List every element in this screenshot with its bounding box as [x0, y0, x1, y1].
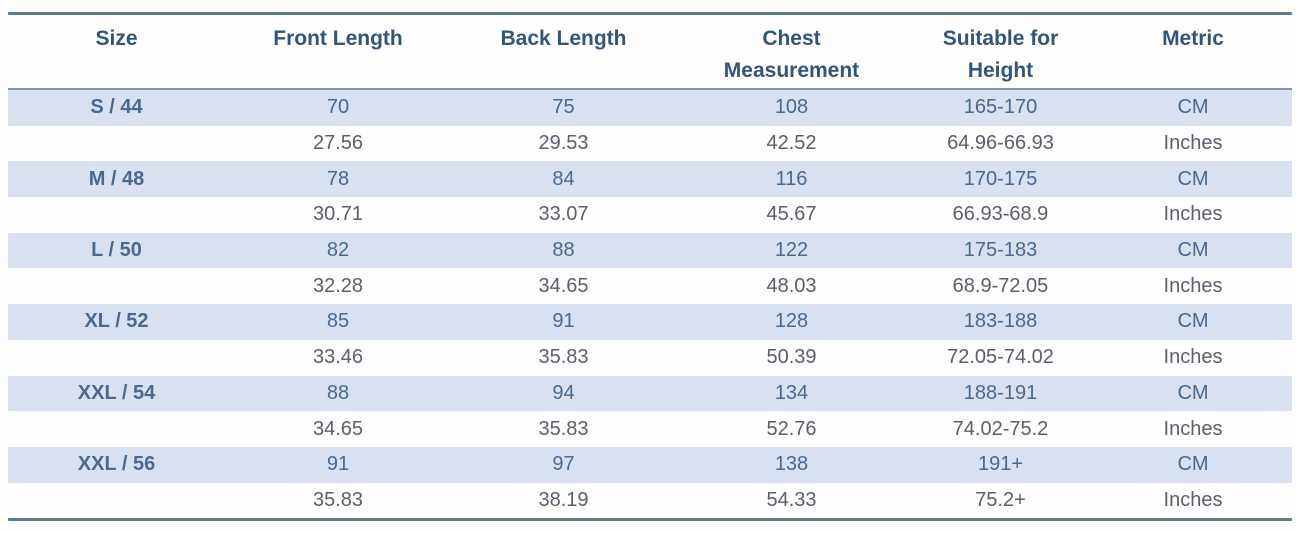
value-cell: 66.93-68.9 — [952, 203, 1049, 226]
metric-cell: CM — [1177, 96, 1209, 119]
value-cell: 27.56 — [312, 132, 364, 155]
size-table: Size Front Length Back Length Chest Meas… — [8, 12, 1292, 522]
value-cell: 128 — [774, 310, 809, 333]
table-row: XXL / 56 91 97 138 191+ CM — [8, 446, 1292, 483]
value-cell: 38.19 — [538, 488, 589, 511]
table-row: 27.56 29.53 42.52 64.96-66.93 Inches — [8, 126, 1292, 162]
value-cell: 33.07 — [538, 203, 589, 226]
table-header-row: Size Front Length Back Length Chest Meas… — [8, 15, 1292, 88]
value-cell: 30.71 — [312, 203, 364, 226]
table-top-rule — [8, 12, 1292, 15]
value-cell: 88 — [552, 239, 575, 262]
metric-cell: Inches — [1163, 488, 1223, 511]
value-cell: 82 — [326, 239, 350, 262]
value-cell: 64.96-66.93 — [947, 132, 1054, 155]
column-header-back-length: Back Length — [500, 27, 627, 50]
value-cell: 75 — [552, 96, 575, 119]
value-cell: 50.39 — [766, 346, 817, 369]
value-cell: 188-191 — [963, 381, 1038, 404]
column-header-suitable-for-height: Suitable for Height — [942, 27, 1059, 82]
value-cell: 108 — [774, 96, 809, 119]
value-cell: 88 — [326, 381, 350, 404]
value-cell: 35.83 — [538, 417, 589, 440]
table-row: 34.65 35.83 52.76 74.02-75.2 Inches — [8, 411, 1292, 447]
value-cell: 170-175 — [963, 167, 1038, 190]
value-cell: 74.02-75.2 — [952, 417, 1049, 440]
value-cell: 42.52 — [766, 132, 817, 155]
column-header-front-length: Front Length — [273, 27, 403, 50]
size-cell: M / 48 — [88, 167, 145, 190]
value-cell: 35.83 — [312, 488, 364, 511]
value-cell: 32.28 — [312, 274, 364, 297]
value-cell: 84 — [552, 167, 575, 190]
value-cell: 34.65 — [538, 274, 589, 297]
value-cell: 85 — [326, 310, 350, 333]
value-cell: 91 — [326, 453, 350, 476]
metric-cell: CM — [1177, 381, 1209, 404]
value-cell: 138 — [774, 453, 809, 476]
size-cell: XXL / 54 — [77, 381, 156, 404]
value-cell: 183-188 — [963, 310, 1038, 333]
value-cell: 35.83 — [538, 346, 589, 369]
table-row: 30.71 33.07 45.67 66.93-68.9 Inches — [8, 197, 1292, 233]
value-cell: 54.33 — [766, 488, 817, 511]
metric-cell: CM — [1177, 239, 1209, 262]
table-row: 35.83 38.19 54.33 75.2+ Inches — [8, 483, 1292, 519]
metric-cell: Inches — [1163, 346, 1223, 369]
metric-cell: CM — [1177, 310, 1209, 333]
column-header-size: Size — [95, 27, 138, 50]
table-row: 33.46 35.83 50.39 72.05-74.02 Inches — [8, 340, 1292, 376]
value-cell: 72.05-74.02 — [947, 346, 1054, 369]
size-cell: L / 50 — [91, 239, 142, 262]
column-header-metric: Metric — [1162, 27, 1224, 50]
value-cell: 78 — [326, 167, 350, 190]
table-row: S / 44 70 75 108 165-170 CM — [8, 90, 1292, 126]
value-cell: 70 — [326, 96, 350, 119]
value-cell: 122 — [774, 239, 809, 262]
value-cell: 134 — [774, 381, 809, 404]
value-cell: 34.65 — [312, 417, 364, 440]
header-divider-rule — [8, 88, 1292, 90]
value-cell: 97 — [552, 453, 575, 476]
value-cell: 116 — [775, 167, 808, 190]
metric-cell: Inches — [1163, 203, 1223, 226]
table-row: L / 50 82 88 122 175-183 CM — [8, 232, 1292, 269]
metric-cell: Inches — [1163, 132, 1223, 155]
size-cell: S / 44 — [90, 96, 143, 119]
metric-cell: Inches — [1163, 274, 1223, 297]
value-cell: 75.2+ — [975, 488, 1026, 511]
value-cell: 48.03 — [766, 274, 817, 297]
table-row: XXL / 54 88 94 134 188-191 CM — [8, 375, 1292, 412]
value-cell: 68.9-72.05 — [952, 274, 1049, 297]
value-cell: 91 — [552, 310, 575, 333]
value-cell: 191+ — [977, 453, 1024, 476]
table-body: S / 44 70 75 108 165-170 CM 27.56 29.53 42.52 64.… — [8, 90, 1292, 518]
value-cell: 33.46 — [312, 346, 364, 369]
size-cell: XL / 52 — [84, 310, 149, 333]
table-bottom-rule — [8, 518, 1292, 522]
metric-cell: CM — [1177, 167, 1209, 190]
value-cell: 94 — [552, 381, 575, 404]
size-cell: XXL / 56 — [77, 453, 156, 476]
value-cell: 29.53 — [538, 132, 589, 155]
column-header-chest-measurement: Chest Measurement — [723, 27, 860, 82]
metric-cell: Inches — [1163, 417, 1223, 440]
value-cell: 175-183 — [963, 239, 1038, 262]
table-row: M / 48 78 84 116 170-175 CM — [8, 161, 1292, 198]
value-cell: 165-170 — [963, 96, 1038, 119]
table-row: 32.28 34.65 48.03 68.9-72.05 Inches — [8, 268, 1292, 304]
value-cell: 45.67 — [766, 203, 817, 226]
value-cell: 52.76 — [766, 417, 817, 440]
metric-cell: CM — [1177, 453, 1209, 476]
table-row: XL / 52 85 91 128 183-188 CM — [8, 304, 1292, 340]
